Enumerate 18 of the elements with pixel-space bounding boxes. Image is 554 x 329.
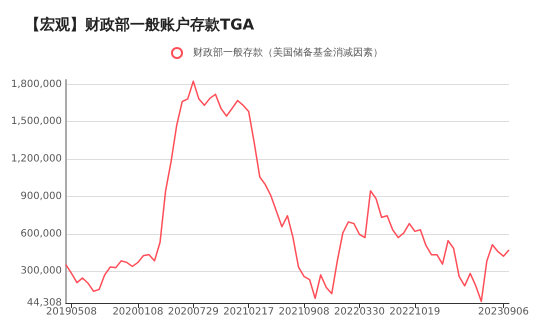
legend-label: 财政部一般存款（美国储备基金消减因素） — [193, 46, 383, 58]
y-tick-label: 900,000 — [20, 190, 62, 202]
y-tick-label: 1,500,000 — [10, 116, 62, 128]
x-tick-label: 20210908 — [278, 306, 330, 318]
x-tick-label: 20210217 — [223, 306, 274, 318]
line-series — [65, 80, 510, 302]
x-tick-label: 20200108 — [112, 306, 164, 318]
y-tick-label: 600,000 — [20, 228, 62, 240]
y-tick-label: 1,200,000 — [10, 154, 62, 165]
x-tick-label: 20221019 — [389, 306, 440, 318]
y-tick-label: 1,800,000 — [10, 78, 62, 90]
x-tick-label: 20220330 — [334, 306, 385, 318]
x-tick-label: 20230906 — [478, 306, 529, 318]
chart-title: 【宏观】财政部一般账户存款TGA — [25, 16, 255, 34]
y-tick-label: 44,308 — [26, 298, 62, 308]
x-tick-label: 20200729 — [168, 306, 219, 318]
x-tick-label: 20190508 — [46, 306, 97, 318]
y-tick-label: 300,000 — [20, 266, 62, 277]
